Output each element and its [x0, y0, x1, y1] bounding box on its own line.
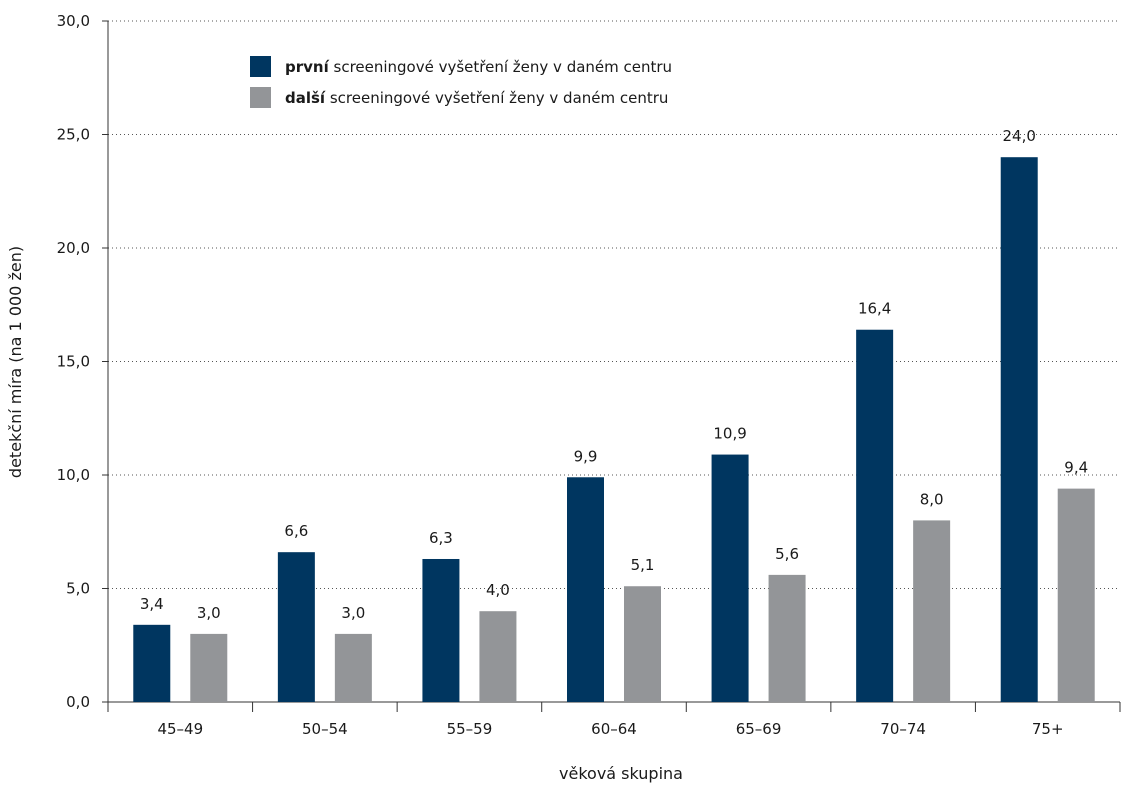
- bar: [133, 624, 171, 702]
- legend-label-emphasis: první: [285, 58, 330, 76]
- y-tick-label: 15,0: [57, 353, 90, 371]
- legend-swatch: [250, 56, 271, 77]
- bar-value-label: 9,4: [1064, 459, 1088, 477]
- bar: [768, 574, 806, 702]
- x-tick-label: 55–59: [447, 720, 493, 738]
- y-tick-label: 30,0: [57, 12, 90, 30]
- bars: 3,4 3,0 6,6 3,0 6,3 4,0 9,9 5,1 10,9 5,6 16,4 8,0 24…: [133, 127, 1095, 702]
- x-axis: 45–49 50–54 55–59 60–64 65–69 70–74 75+: [107, 701, 1121, 738]
- bar: [190, 633, 228, 702]
- bar: [1000, 157, 1038, 702]
- bar-value-label: 10,9: [713, 425, 746, 443]
- legend-label-emphasis: další: [285, 89, 326, 107]
- x-tick-label: 65–69: [736, 720, 782, 738]
- bar: [334, 633, 372, 702]
- bar: [479, 611, 517, 702]
- bar-value-label: 8,0: [920, 490, 944, 508]
- x-tick-label: 75+: [1032, 720, 1064, 738]
- bar-value-label: 6,6: [284, 522, 308, 540]
- bar-value-label: 3,4: [140, 595, 164, 613]
- x-tick-label: 45–49: [157, 720, 203, 738]
- bar-value-label: 6,3: [429, 529, 453, 547]
- bar-value-label: 4,0: [486, 581, 510, 599]
- bar-value-label: 9,9: [574, 447, 598, 465]
- gridlines: [108, 20, 1120, 589]
- y-tick-label: 5,0: [66, 580, 90, 598]
- bar: [913, 520, 951, 702]
- legend-label-rest: screeningové vyšetření ženy v daném cent…: [325, 89, 668, 107]
- legend-swatch: [250, 87, 271, 108]
- y-tick-label: 0,0: [66, 693, 90, 711]
- x-tick-label: 60–64: [591, 720, 637, 738]
- y-tick-label: 25,0: [57, 126, 90, 144]
- x-tick-label: 50–54: [302, 720, 348, 738]
- bar: [624, 586, 661, 702]
- bar: [711, 454, 749, 702]
- bar-value-label: 3,0: [197, 604, 221, 622]
- x-tick-label: 70–74: [880, 720, 926, 738]
- legend: první screeningové vyšetření ženy v dané…: [250, 56, 672, 108]
- bar-value-label: 3,0: [341, 604, 365, 622]
- y-axis-title: detekční míra (na 1 000 žen): [6, 246, 25, 478]
- bar-value-label: 16,4: [858, 300, 891, 318]
- legend-label-rest: screeningové vyšetření ženy v daném cent…: [329, 58, 672, 76]
- bar-value-label: 24,0: [1003, 127, 1036, 145]
- bar: [567, 477, 604, 702]
- bar: [856, 329, 894, 702]
- bar: [277, 552, 315, 702]
- y-axis: 0,0 5,0 10,0 15,0 20,0 25,0 30,0: [57, 12, 109, 711]
- bar: [422, 558, 460, 702]
- bar-value-label: 5,6: [775, 545, 799, 563]
- legend-label: první screeningové vyšetření ženy v dané…: [285, 58, 672, 76]
- y-tick-label: 20,0: [57, 239, 90, 257]
- bar: [1057, 488, 1095, 702]
- y-tick-label: 10,0: [57, 466, 90, 484]
- x-axis-title: věková skupina: [559, 764, 683, 783]
- legend-label: další screeningové vyšetření ženy v dané…: [285, 89, 668, 107]
- bar-value-label: 5,1: [631, 556, 655, 574]
